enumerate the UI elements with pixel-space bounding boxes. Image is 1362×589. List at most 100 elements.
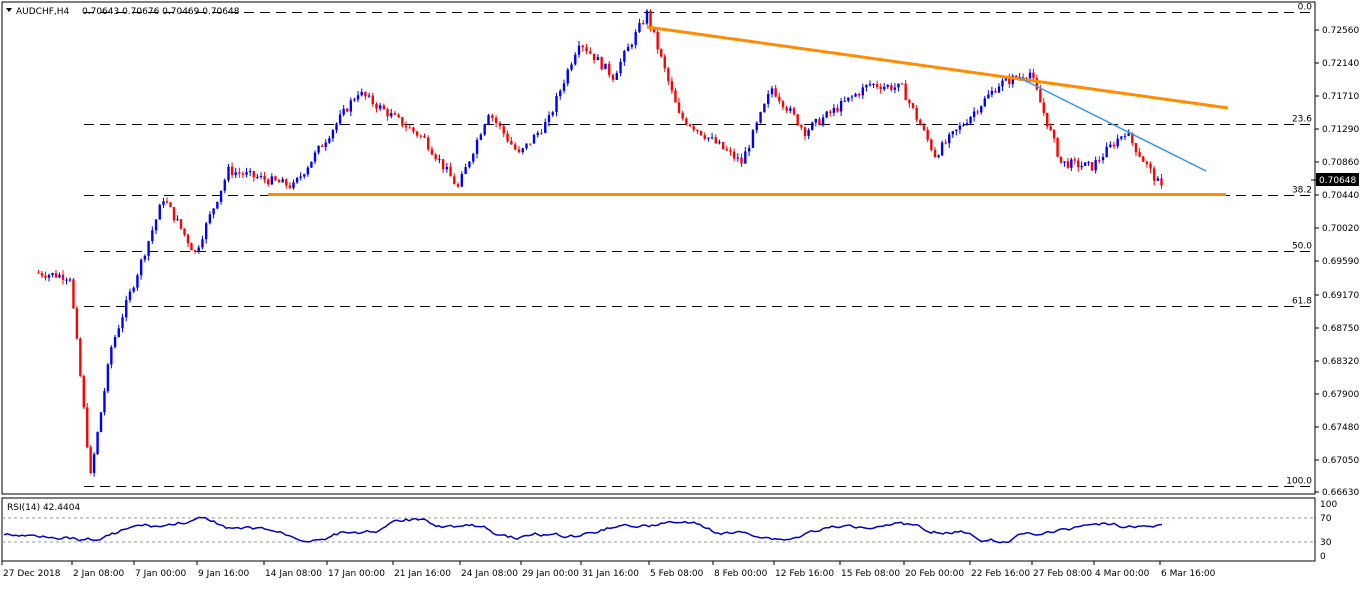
candle-body <box>183 228 186 235</box>
time-tick-label: 17 Jan 00:00 <box>328 569 385 579</box>
candle-body <box>479 134 483 140</box>
candle-body <box>430 149 434 155</box>
candle-body <box>965 123 969 125</box>
candle-body <box>555 96 558 113</box>
candle-body <box>216 201 219 209</box>
candle-body <box>890 85 893 90</box>
candle-body <box>611 74 615 80</box>
candle-body <box>475 139 479 154</box>
candle-body <box>778 96 781 102</box>
rsi-tick-0: 0 <box>1320 552 1326 562</box>
candle-body <box>464 167 467 175</box>
price-tick-label: 0.68320 <box>1322 357 1359 367</box>
candle-body <box>1127 133 1130 136</box>
candle-body <box>193 250 197 252</box>
time-tick-label: 21 Jan 16:00 <box>394 569 451 579</box>
candle-body <box>401 117 404 126</box>
candle-body <box>670 80 674 91</box>
fib-level-label: 0.0 <box>1298 3 1313 13</box>
candle-body <box>360 91 363 96</box>
candle-body <box>82 376 85 408</box>
symbol-menu-icon[interactable] <box>6 8 12 12</box>
candle-body <box>868 84 872 86</box>
candle-body <box>342 108 345 115</box>
candle-body <box>79 338 82 377</box>
candle-body <box>404 125 408 128</box>
candle-body <box>353 99 356 101</box>
candle-body <box>252 171 255 178</box>
candle-body <box>688 124 692 127</box>
price-tick-label: 0.69590 <box>1322 257 1359 267</box>
candle-body <box>132 287 135 292</box>
candle-body <box>438 159 441 161</box>
candle-body <box>227 166 230 181</box>
price-tick-label: 0.70440 <box>1322 191 1359 201</box>
candle-body <box>944 142 947 144</box>
candle-body <box>259 175 263 177</box>
candle-body <box>281 179 284 183</box>
rsi-tick-100: 100 <box>1320 500 1337 510</box>
candle-body <box>460 174 464 187</box>
price-tick-label: 0.71710 <box>1322 92 1359 102</box>
candle-body <box>487 115 490 125</box>
candle-body <box>382 105 386 110</box>
price-tick-label: 0.70020 <box>1322 224 1359 234</box>
candle-body <box>201 239 204 248</box>
candle-body <box>263 175 266 180</box>
candle-body <box>390 113 393 117</box>
candle-body <box>58 274 61 278</box>
candle-body <box>596 57 600 61</box>
candle-body <box>976 111 979 113</box>
candle-body <box>803 127 807 136</box>
candle-body <box>117 328 120 337</box>
candle-body <box>1120 136 1123 139</box>
candle-body <box>427 137 430 150</box>
candle-body <box>850 96 854 98</box>
time-tick-label: 5 Feb 08:00 <box>650 569 704 579</box>
candle-body <box>498 122 502 127</box>
candle-body <box>623 51 626 62</box>
candle-body <box>393 113 397 115</box>
candle-body <box>718 142 721 144</box>
candle-body <box>441 159 445 170</box>
candle-body <box>818 118 821 125</box>
candle-body <box>434 154 437 160</box>
candle-body <box>208 214 212 224</box>
candle-body <box>37 272 40 274</box>
candle-body <box>577 45 581 55</box>
candle-body <box>792 108 796 115</box>
candle-body <box>1063 161 1066 163</box>
candle-body <box>1138 152 1141 157</box>
candle-body <box>789 108 792 111</box>
time-tick-label: 6 Mar 16:00 <box>1161 569 1216 579</box>
candle-body <box>371 95 374 105</box>
candle-body <box>1032 72 1035 79</box>
candle-body <box>1001 80 1004 87</box>
candle-body <box>113 336 117 348</box>
candle-body <box>969 116 972 124</box>
candle-body <box>747 147 751 152</box>
candle-body <box>544 121 547 133</box>
candle-body <box>865 84 868 88</box>
candle-body <box>854 93 857 97</box>
candle-body <box>103 391 106 413</box>
candle-body <box>1112 144 1116 147</box>
candle-body <box>277 180 281 183</box>
candle-body <box>980 106 983 113</box>
candle-body <box>574 54 577 65</box>
candle-body <box>861 87 864 96</box>
resistance-trendline[interactable] <box>646 25 1229 110</box>
candle-body <box>506 133 509 141</box>
candle-body <box>886 85 889 87</box>
candle-body <box>335 123 338 131</box>
short-term-trendline[interactable] <box>1019 77 1207 172</box>
candle-body <box>75 308 79 339</box>
candle-body <box>710 137 714 139</box>
price-tick-label: 0.69170 <box>1322 291 1359 301</box>
candle-body <box>900 83 904 85</box>
candle-body <box>328 138 331 143</box>
candle-body <box>96 432 99 455</box>
candle-body <box>92 454 96 474</box>
candle-body <box>536 132 539 136</box>
candle-body <box>847 97 850 101</box>
